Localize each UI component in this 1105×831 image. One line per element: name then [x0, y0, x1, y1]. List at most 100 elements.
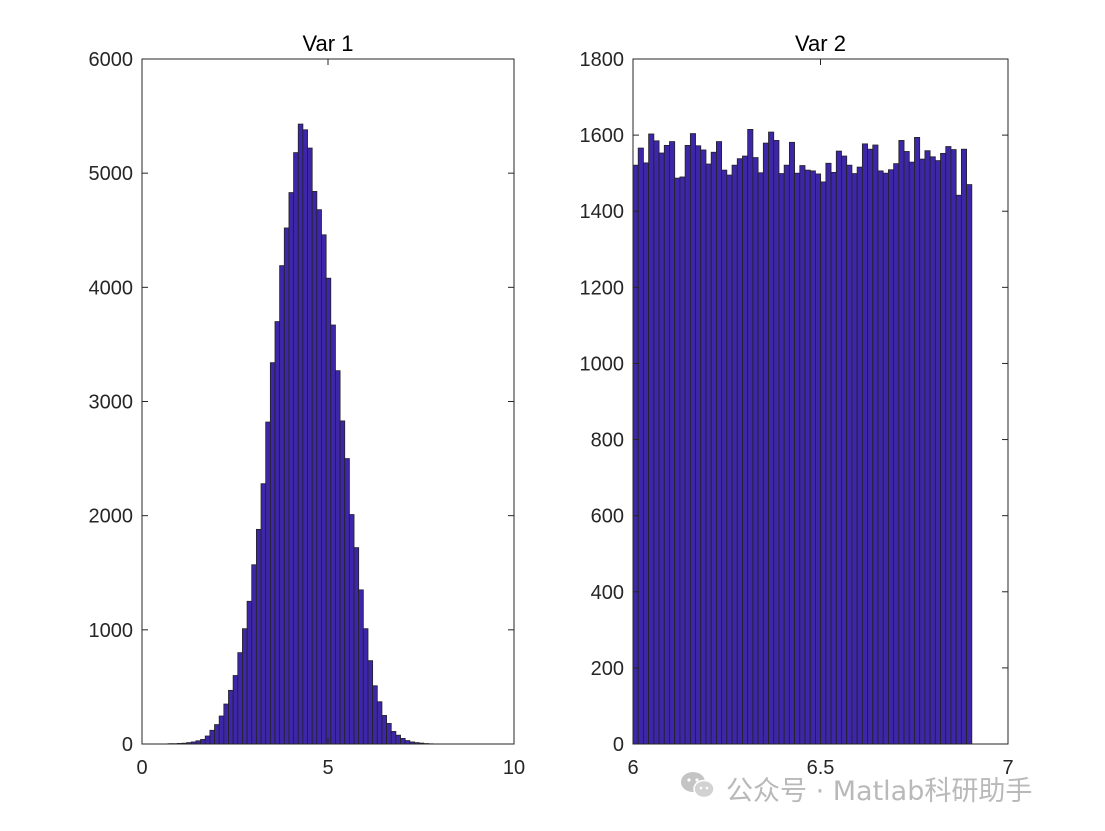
y-tick-label: 1000 [89, 620, 134, 642]
histogram-bar [783, 164, 790, 745]
y-tick-label: 2000 [89, 506, 134, 528]
histogram-bar [882, 172, 889, 745]
histogram-bar [846, 164, 853, 745]
histogram-bar [851, 173, 858, 745]
histogram-bar [794, 172, 801, 745]
histogram-bar [841, 155, 848, 745]
y-tick-label: 3000 [89, 392, 134, 414]
histogram-bar [358, 589, 364, 745]
histogram-bar [799, 165, 806, 745]
histogram-bar [648, 133, 655, 745]
histogram-bar [903, 151, 910, 745]
histogram-bar [311, 191, 318, 745]
histogram-bar [663, 144, 670, 745]
y-tick-label: 4000 [89, 277, 134, 299]
histogram-bar [293, 152, 299, 745]
histogram-bar [335, 370, 341, 745]
histogram-bar [643, 162, 650, 745]
y-tick-label: 0 [122, 734, 133, 756]
histogram-bar [695, 145, 702, 745]
histogram-bar [919, 158, 926, 745]
y-tick-label: 1600 [580, 125, 625, 147]
histogram-bar [867, 148, 874, 745]
histogram-bar [898, 140, 905, 745]
histogram-bar [726, 174, 733, 745]
histogram-bar [742, 155, 749, 745]
histogram-bar [265, 421, 271, 745]
chart-title: Var 1 [303, 31, 354, 56]
histogram-bar [297, 123, 304, 745]
histogram-bar [255, 528, 262, 745]
histogram-bar [404, 740, 411, 745]
histogram-bar [632, 164, 639, 745]
histogram-var1: 0 1000 2000 3000 4000 5000 6000 0 5 10 Var 1 [89, 31, 526, 779]
histogram-bar [778, 173, 785, 745]
histogram-bar [381, 715, 387, 745]
histogram-bar [367, 660, 374, 745]
histogram-bar [269, 362, 276, 745]
histogram-bar [815, 173, 822, 745]
x-tick-label: 6 [627, 757, 638, 779]
y-tick-label: 1000 [580, 353, 625, 375]
histogram-bar [200, 739, 206, 745]
histogram-bar [251, 564, 257, 745]
histogram-bar [966, 184, 973, 745]
histogram-bar [372, 685, 378, 745]
histogram-bar [246, 600, 253, 745]
histogram-bar [825, 162, 832, 745]
histogram-bar [757, 172, 764, 745]
histogram-bar [716, 141, 723, 745]
histogram-bar [934, 160, 941, 745]
chart-title: Var 2 [795, 31, 846, 56]
y-tick-label: 400 [591, 582, 624, 604]
histogram-bar [929, 156, 936, 745]
histogram-bar [400, 738, 406, 745]
histogram-bar [362, 628, 369, 745]
histogram-bar [674, 177, 681, 745]
histogram-bar [804, 169, 811, 745]
histogram-bar [348, 514, 355, 745]
histogram-bar [637, 147, 644, 745]
histogram-bar [223, 703, 229, 745]
histogram-bar [809, 170, 816, 745]
histogram-bar [669, 141, 676, 745]
histogram-bar [209, 729, 215, 745]
histogram-var2: 0 200 400 600 800 1000 1200 1400 1600 1800 6 6.5 7 Va… [580, 31, 1014, 779]
histogram-bar [325, 277, 332, 745]
histogram-bar [274, 321, 281, 745]
histogram-bar [861, 143, 868, 745]
histogram-bar [316, 209, 322, 745]
histogram-bar [835, 150, 842, 745]
y-tick-label: 200 [591, 658, 624, 680]
histogram-bar [390, 731, 397, 745]
y-tick-label: 800 [591, 430, 624, 452]
x-tick-label: 6.5 [807, 757, 835, 779]
histogram-bar [960, 148, 968, 745]
histogram-bar [330, 324, 336, 745]
histogram-bar [288, 192, 294, 745]
histogram-bar [386, 723, 392, 745]
histogram-bar [893, 163, 900, 745]
histogram-bar [710, 151, 717, 745]
histogram-bar [260, 483, 267, 745]
histogram-bar [218, 715, 225, 745]
x-tick-label: 5 [322, 757, 333, 779]
histogram-bar [888, 169, 895, 745]
histogram-bar [820, 181, 827, 745]
y-tick-label: 1200 [580, 277, 625, 299]
histogram-bar [376, 701, 383, 745]
histogram-bar [228, 689, 234, 745]
histogram-bar [747, 129, 754, 745]
y-tick-label: 5000 [89, 163, 134, 185]
histogram-bar [237, 652, 243, 745]
histogram-bar [344, 458, 350, 745]
histogram-bar [955, 194, 962, 745]
histogram-bar [945, 146, 952, 745]
histogram-bar [705, 163, 712, 745]
histogram-bar [830, 172, 837, 745]
x-tick-label: 10 [503, 757, 525, 779]
watermark: 公众号 · Matlab科研助手 [680, 770, 1032, 807]
histogram-bar [872, 144, 879, 745]
y-tick-label: 1400 [580, 201, 625, 223]
